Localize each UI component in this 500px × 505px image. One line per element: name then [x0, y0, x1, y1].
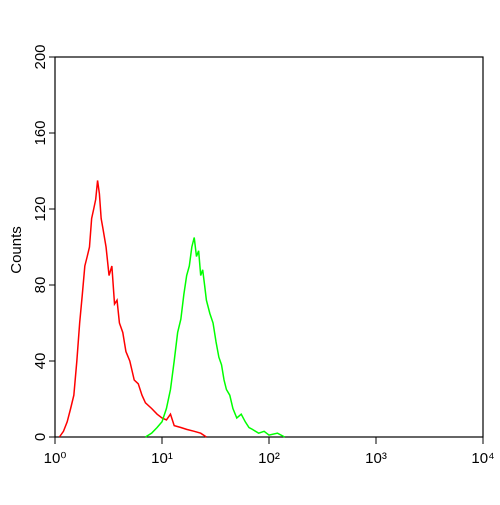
histogram-line: [58, 180, 207, 438]
y-tick-label: 200: [32, 44, 49, 69]
x-tick-label: 10³: [365, 450, 387, 467]
histogram-line: [145, 237, 285, 438]
x-tick-label: 10²: [258, 450, 280, 467]
plot-frame: [54, 56, 484, 438]
x-tick-label: 10⁴: [471, 450, 494, 467]
x-tick-label: 10¹: [151, 450, 173, 467]
y-axis-label: Counts: [8, 226, 25, 274]
y-tick-label: 160: [32, 120, 49, 145]
y-tick-label: 80: [32, 277, 49, 294]
y-tick-label: 120: [32, 196, 49, 221]
x-tick-label: 10⁰: [44, 450, 67, 467]
y-tick-label: 40: [32, 353, 49, 370]
y-tick-label: 0: [32, 433, 49, 441]
